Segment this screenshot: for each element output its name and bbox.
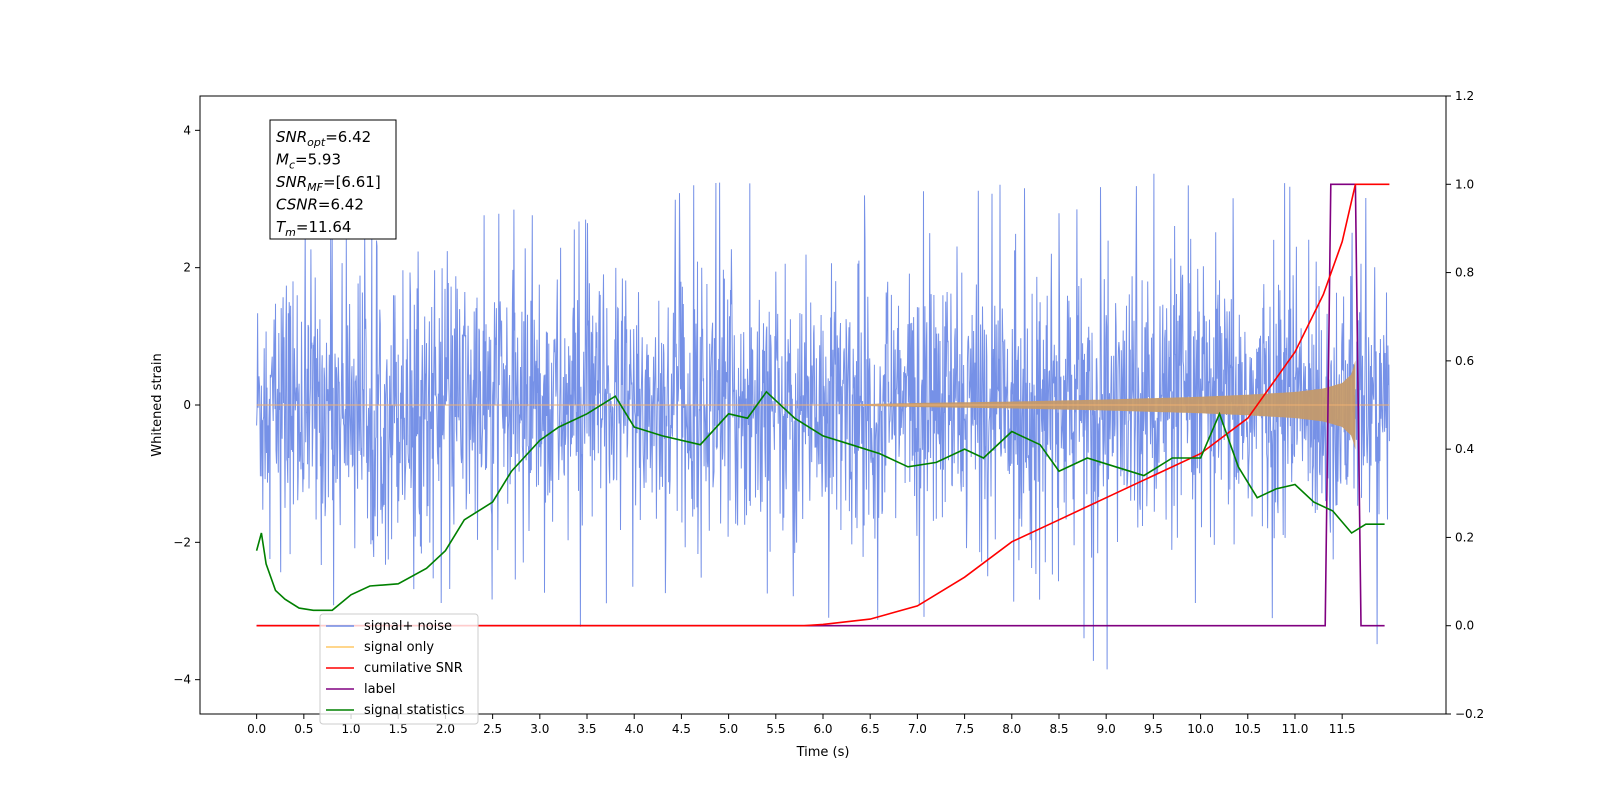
legend-label: signal+ noise [364, 619, 452, 634]
x-tick-label: 1.5 [389, 722, 408, 736]
x-tick-label: 11.0 [1282, 722, 1309, 736]
y-tick-label-right: 0.6 [1455, 354, 1474, 368]
y-tick-label-right: 0.4 [1455, 442, 1474, 456]
annotation-line: CSNR=6.42 [276, 196, 364, 214]
legend-label: signal only [364, 640, 434, 655]
annotation-line: Tm=11.64 [276, 218, 351, 239]
y-tick-label-right: −0.2 [1455, 707, 1484, 721]
x-tick-label: 10.5 [1234, 722, 1261, 736]
y-tick-label-left: 2 [183, 261, 191, 275]
annotation-frame [269, 119, 397, 240]
legend-frame [319, 613, 479, 725]
x-axis-label: Time (s) [796, 745, 850, 760]
annotation-line: SNRMF=[6.61] [276, 173, 381, 194]
y-tick-label-right: 0.2 [1455, 530, 1474, 544]
x-tick-label: 1.0 [341, 722, 360, 736]
x-tick-label: 6.0 [813, 722, 832, 736]
x-tick-label: 3.5 [577, 722, 596, 736]
x-tick-label: 0.5 [294, 722, 313, 736]
y-tick-label-left: −4 [173, 673, 191, 687]
series-signal-noise [256, 173, 1390, 670]
x-tick-label: 0.0 [247, 722, 266, 736]
axes: 0.0 0.5 1.0 1.5 2.0 2.5 3.0 3.5 4.0 4.5 5.0 5.5 6.0 6… [173, 89, 1484, 736]
y-tick-label-left: −2 [173, 535, 191, 549]
x-tick-label: 3.0 [530, 722, 549, 736]
legend: signal+ noise signal only cumilative SNR la… [319, 613, 479, 725]
legend-label: cumilative SNR [364, 661, 463, 676]
x-tick-label: 7.5 [955, 722, 974, 736]
legend-label: label [364, 682, 395, 697]
x-tick-label: 8.0 [1002, 722, 1021, 736]
legend-label: signal statistics [364, 703, 465, 718]
annotation-line: Mc=5.93 [276, 151, 341, 172]
x-tick-label: 2.5 [483, 722, 502, 736]
x-tick-label: 11.5 [1329, 722, 1356, 736]
x-tick-label: 9.5 [1144, 722, 1163, 736]
annotation-line: SNRopt=6.42 [276, 128, 371, 149]
x-tick-label: 5.0 [719, 722, 738, 736]
x-tick-label: 8.5 [1049, 722, 1068, 736]
y-tick-label-right: 1.2 [1455, 89, 1474, 103]
y-tick-label-right: 1.0 [1455, 177, 1474, 191]
series-label [256, 183, 1385, 627]
x-tick-label: 5.5 [766, 722, 785, 736]
x-tick-label: 6.5 [861, 722, 880, 736]
x-tick-label: 4.5 [672, 722, 691, 736]
y-tick-label-left: 4 [183, 123, 191, 137]
x-tick-label: 2.0 [436, 722, 455, 736]
series-cumulative-snr [256, 183, 1390, 627]
y-tick-label-left: 0 [183, 398, 191, 412]
x-tick-label: 10.0 [1187, 722, 1214, 736]
series-signal-statistics [255, 390, 1385, 612]
y-tick-label-right: 0.0 [1455, 619, 1474, 633]
x-tick-label: 9.0 [1097, 722, 1116, 736]
y-tick-label-right: 0.8 [1455, 266, 1474, 280]
x-tick-label: 4.0 [625, 722, 644, 736]
x-tick-label: 7.0 [908, 722, 927, 736]
y-axis-label-left: Whitened strain [150, 353, 165, 456]
plot-area [255, 173, 1390, 670]
